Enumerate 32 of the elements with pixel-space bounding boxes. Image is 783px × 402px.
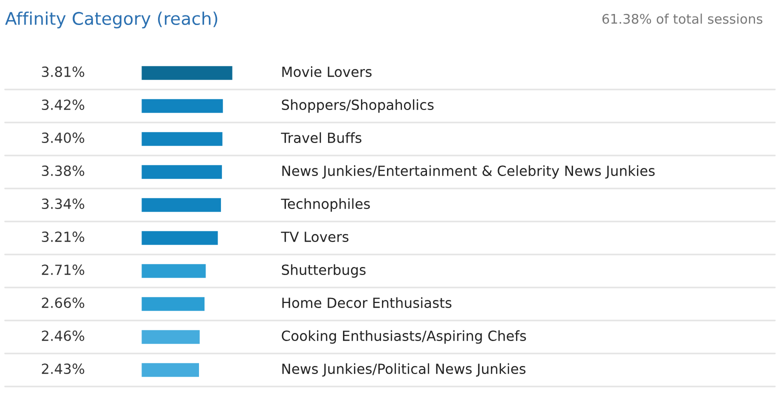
y-tick-label: Home Decor Enthusiasts — [282, 297, 452, 308]
bar — [141, 164, 224, 180]
bar — [141, 130, 224, 148]
data-label: 2.43% — [42, 364, 84, 374]
data-label: 3.34% — [42, 198, 84, 210]
y-tick-label: Technophiles — [280, 198, 370, 212]
y-tick-label: Shoppers/Shopaholics — [282, 99, 434, 113]
bar — [141, 296, 206, 312]
data-label: 2.46% — [42, 330, 84, 342]
bar — [141, 328, 202, 346]
data-label: 2.71% — [42, 264, 84, 276]
y-tick-label: Movie Lovers — [282, 66, 372, 78]
y-tick-label: TV Lovers — [280, 232, 348, 242]
y-tick-label: News Junkies/Entertainment & Celebrity News Junkies — [282, 165, 655, 179]
data-label: 3.38% — [42, 166, 84, 176]
data-label: 3.40% — [42, 132, 84, 144]
y-tick-label: Shutterbugs — [282, 264, 366, 278]
data-label: 3.21% — [42, 232, 84, 242]
bar — [141, 64, 234, 82]
bar — [141, 196, 222, 214]
y-tick-label: Travel Buffs — [280, 132, 362, 144]
y-tick-label: Cooking Enthusiasts/Aspiring Chefs — [282, 330, 526, 344]
data-label: 3.42% — [42, 100, 84, 110]
bar — [141, 262, 208, 280]
bar — [141, 98, 224, 114]
data-label: 3.81% — [42, 66, 84, 78]
chart-title: Affinity Category (reach) — [5, 12, 218, 28]
data-label: 2.66% — [42, 298, 84, 308]
bar — [141, 362, 200, 378]
bar — [141, 230, 220, 246]
text: 61.38% of total sessions — [602, 14, 762, 24]
y-tick-label: News Junkies/Political News Junkies — [282, 363, 526, 377]
